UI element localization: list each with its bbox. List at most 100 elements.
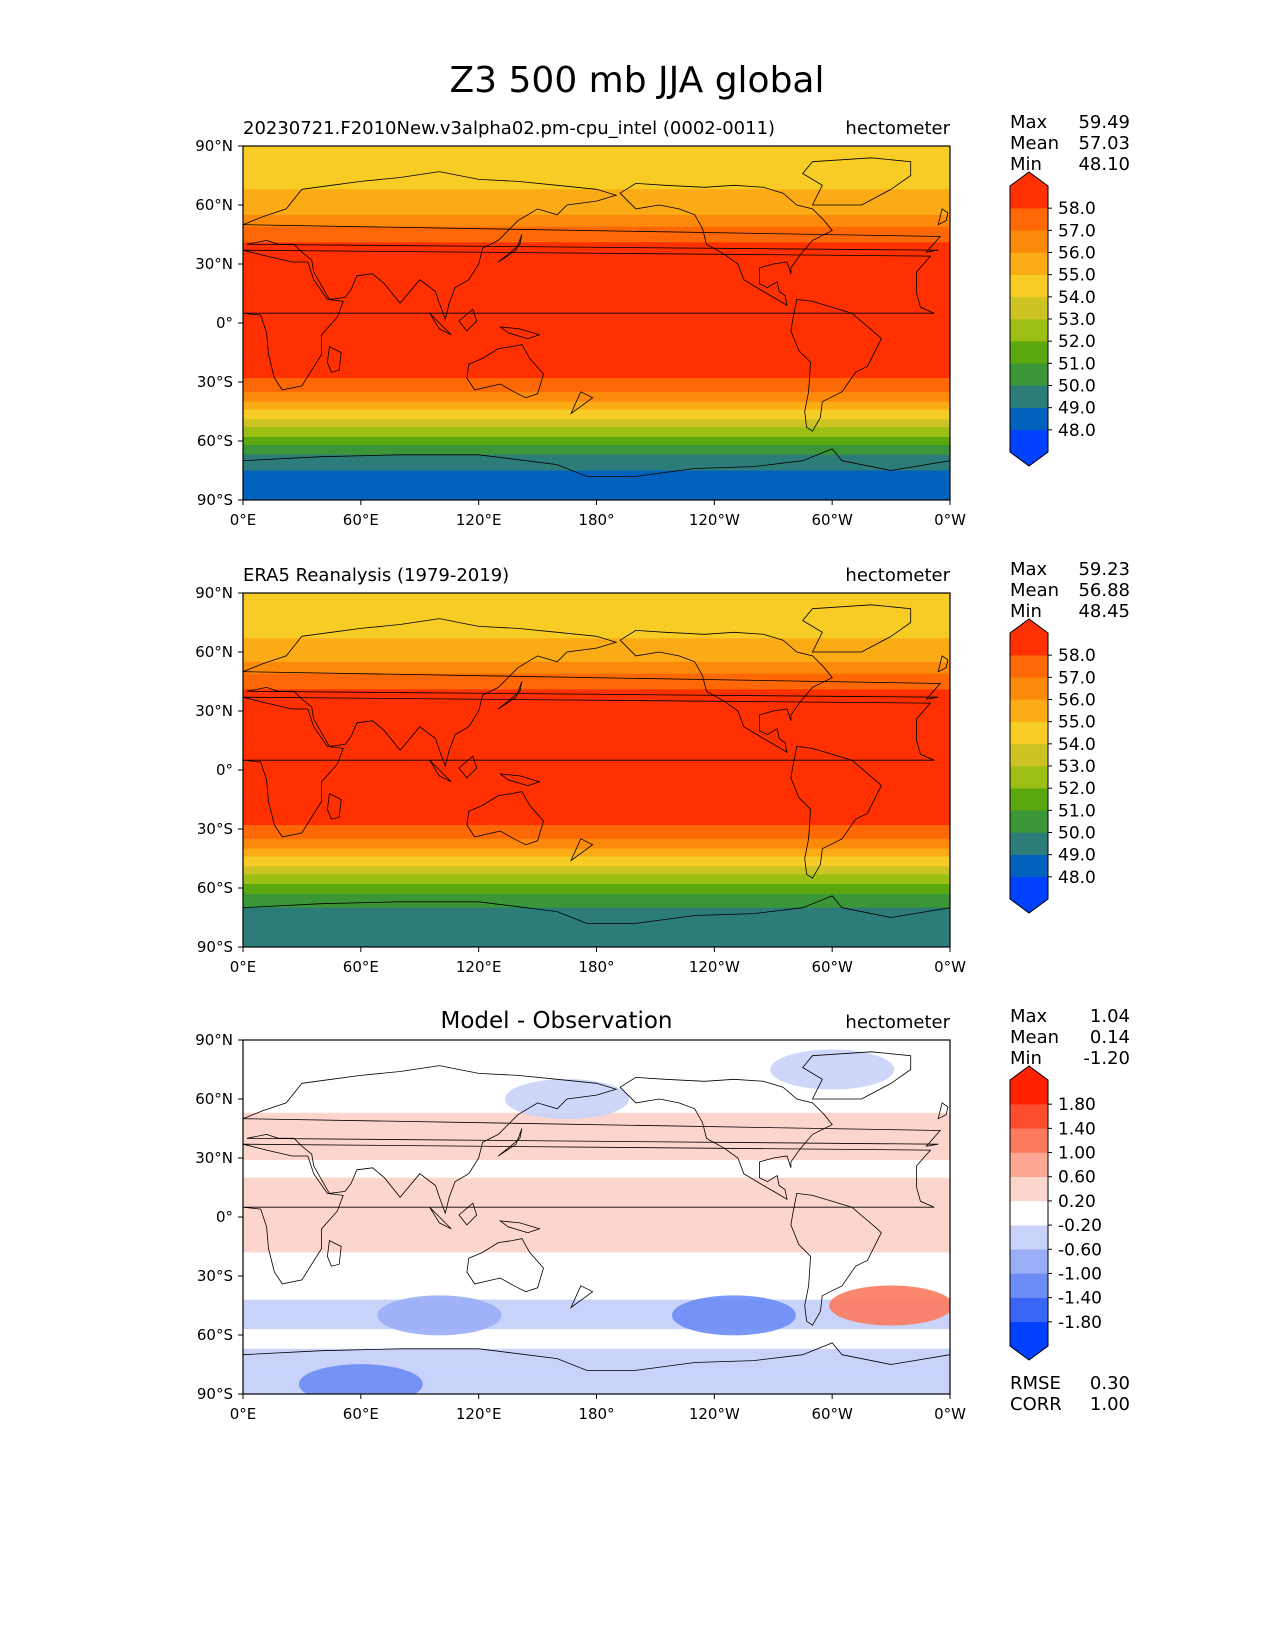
contour-band: [243, 348, 950, 352]
contour-band: [243, 163, 950, 167]
contour-band: [243, 419, 950, 422]
contour-band: [243, 205, 950, 208]
figure-title: Z3 500 mb JJA global: [450, 60, 825, 101]
contour-band: [243, 1246, 950, 1250]
contour-band: [243, 1313, 950, 1316]
contour-band: [243, 640, 950, 643]
contour-band: [243, 604, 950, 608]
contour-band: [243, 614, 950, 618]
contour-band: [243, 1388, 950, 1391]
contour-band: [243, 638, 950, 641]
contour-band: [243, 1187, 950, 1191]
contour-band: [243, 385, 950, 389]
contour-band: [243, 1124, 950, 1128]
contour-band: [243, 1340, 950, 1344]
contour-band: [243, 705, 950, 708]
contour-band: [243, 886, 950, 889]
contour-band: [243, 1272, 950, 1275]
stat-value: 59.23: [1078, 559, 1130, 580]
contour-band: [243, 691, 950, 694]
stat-label: Max: [1010, 1006, 1048, 1027]
contour-band: [243, 1356, 950, 1360]
stat-value: 0.14: [1090, 1027, 1130, 1048]
x-tick-label: 60°W: [811, 958, 853, 976]
contour-band: [243, 429, 950, 432]
anomaly-region: [829, 1285, 950, 1326]
contour-band: [243, 736, 950, 740]
contour-band: [243, 1144, 950, 1147]
colorbar-label: 49.0: [1058, 846, 1096, 866]
contour-band: [243, 415, 950, 418]
contour-band: [243, 295, 950, 299]
colorbar-swatch: [1009, 810, 1049, 833]
contour-band: [243, 195, 950, 198]
contour-band: [243, 771, 950, 775]
contour-band: [243, 652, 950, 655]
contour-band: [243, 889, 950, 893]
contour-band: [243, 326, 950, 330]
contour-band: [243, 884, 950, 887]
contour-band: [243, 821, 950, 824]
map-field: [243, 146, 950, 500]
colorbar-label: 0.20: [1058, 1192, 1096, 1212]
contour-band: [243, 1268, 950, 1271]
contour-band: [243, 472, 950, 476]
contour-band: [243, 360, 950, 363]
anomaly-region: [377, 1295, 502, 1336]
colorbar-outline: [1009, 618, 1049, 914]
contour-band: [243, 734, 950, 738]
contour-band: [243, 1128, 950, 1132]
contour-band: [243, 262, 950, 265]
contour-band: [243, 750, 950, 753]
contour-band: [243, 1045, 950, 1049]
colorbar-label: 57.0: [1058, 221, 1096, 241]
contour-band: [243, 823, 950, 826]
contour-band: [243, 650, 950, 653]
contour-band: [243, 427, 950, 430]
contour-band: [243, 707, 950, 710]
contour-band: [243, 230, 950, 234]
colorbar-label: 52.0: [1058, 332, 1096, 352]
contour-band: [243, 1321, 950, 1324]
colorbar-swatch: [1009, 429, 1049, 467]
contour-band: [243, 897, 950, 901]
contour-band: [243, 187, 950, 190]
y-tick-label: 90°N: [195, 1031, 233, 1049]
contour-band: [243, 1071, 950, 1075]
contour-band: [243, 382, 950, 385]
contour-band: [243, 226, 950, 230]
contour-band: [243, 254, 950, 257]
contour-band: [243, 354, 950, 358]
contour-band: [243, 439, 950, 442]
contour-band: [243, 864, 950, 867]
contour-band: [243, 342, 950, 346]
contour-band: [243, 169, 950, 173]
contour-band: [243, 602, 950, 606]
contour-band: [243, 313, 950, 316]
contour-band: [243, 711, 950, 714]
contour-band: [243, 1319, 950, 1322]
contour-band: [243, 1333, 950, 1336]
contour-band: [243, 478, 950, 481]
y-tick-label: 30°S: [197, 373, 233, 391]
contour-band: [243, 775, 950, 779]
y-tick-label: 30°N: [195, 255, 233, 273]
y-tick-label: 30°N: [195, 702, 233, 720]
contour-band: [243, 1250, 950, 1253]
y-tick-label: 60°S: [197, 879, 233, 897]
contour-band: [243, 632, 950, 635]
colorbar-swatch: [1009, 230, 1049, 253]
contour-band: [243, 797, 950, 801]
contour-band: [243, 344, 950, 348]
contour-band: [243, 498, 950, 500]
contour-band: [243, 435, 950, 438]
contour-band: [243, 1171, 950, 1175]
coastline: [326, 792, 342, 820]
colorbar-swatch: [1009, 207, 1049, 231]
contour-band: [243, 858, 950, 862]
contour-band: [243, 1236, 950, 1240]
contour-band: [243, 490, 950, 493]
contour-band: [243, 1122, 950, 1126]
contour-band: [243, 1323, 950, 1326]
stat-label: RMSE: [1010, 1373, 1061, 1394]
